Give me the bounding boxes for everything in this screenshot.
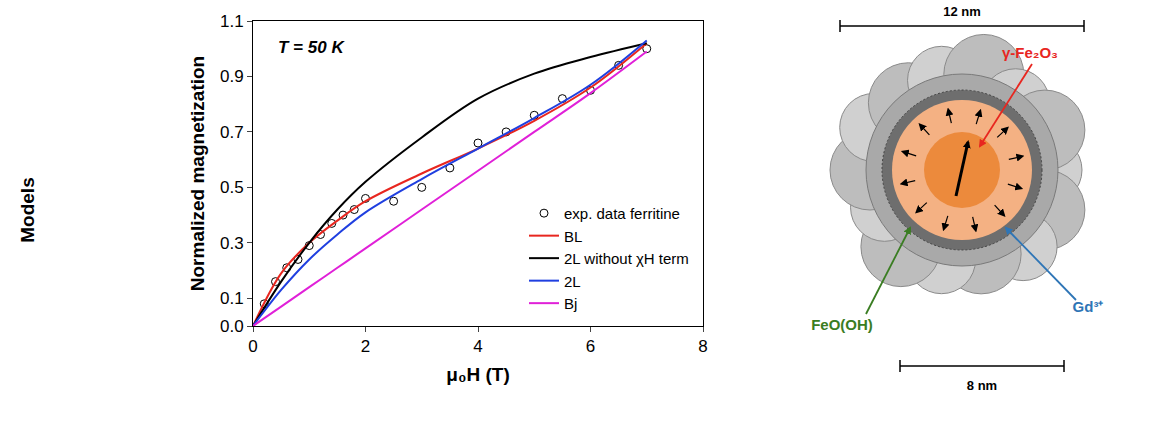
- svg-text:0.1: 0.1: [220, 289, 244, 308]
- svg-text:2L without χH term: 2L without χH term: [564, 250, 689, 267]
- svg-text:exp. data ferritine: exp. data ferritine: [564, 205, 680, 222]
- svg-text:0.3: 0.3: [220, 234, 244, 253]
- svg-text:0: 0: [248, 337, 257, 356]
- svg-text:2: 2: [361, 337, 370, 356]
- svg-text:BL: BL: [564, 228, 582, 245]
- svg-text:Models: Models: [17, 177, 38, 242]
- svg-text:0.5: 0.5: [220, 178, 244, 197]
- svg-text:γ-Fe₂O₃: γ-Fe₂O₃: [1002, 44, 1058, 61]
- svg-text:2L: 2L: [564, 273, 581, 290]
- svg-text:0.9: 0.9: [220, 67, 244, 86]
- svg-text:T = 50 K: T = 50 K: [278, 38, 345, 57]
- svg-text:6: 6: [586, 337, 595, 356]
- svg-text:Gd³⁺: Gd³⁺: [1073, 298, 1104, 315]
- svg-text:FeO(OH): FeO(OH): [811, 316, 873, 333]
- svg-text:Normalized magnetization: Normalized magnetization: [187, 56, 208, 291]
- svg-text:12 nm: 12 nm: [943, 4, 981, 19]
- svg-text:8 nm: 8 nm: [967, 378, 997, 393]
- svg-text:μ₀H (T): μ₀H (T): [446, 364, 509, 385]
- svg-text:4: 4: [473, 337, 482, 356]
- svg-text:Bj: Bj: [564, 295, 577, 312]
- svg-text:8: 8: [698, 337, 707, 356]
- svg-text:0.7: 0.7: [220, 123, 244, 142]
- svg-text:0.0: 0.0: [220, 317, 244, 336]
- svg-text:1.1: 1.1: [220, 12, 244, 31]
